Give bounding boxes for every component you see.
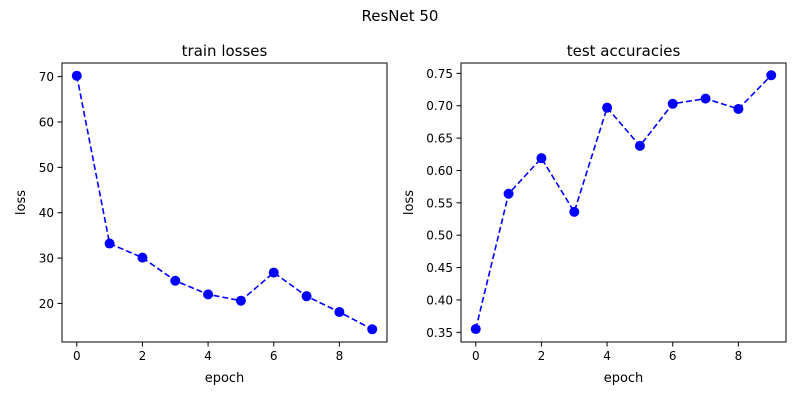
subplot-title: train losses xyxy=(182,42,268,60)
x-tick-label: 6 xyxy=(669,349,677,363)
data-point xyxy=(700,93,711,104)
y-tick-label: 30 xyxy=(39,252,54,266)
y-tick-label: 0.60 xyxy=(426,164,453,178)
y-tick-label: 70 xyxy=(39,70,54,84)
data-point xyxy=(733,103,744,114)
y-tick-label: 0.65 xyxy=(426,132,453,146)
x-tick-label: 6 xyxy=(270,349,278,363)
subplot-title: test accuracies xyxy=(567,42,681,60)
data-point xyxy=(634,140,645,151)
data-point xyxy=(667,98,678,109)
plot-frame xyxy=(61,62,388,343)
y-axis-label: loss xyxy=(14,190,29,215)
y-tick-label: 0.40 xyxy=(426,293,453,307)
x-tick-label: 0 xyxy=(472,349,480,363)
x-tick-label: 2 xyxy=(538,349,546,363)
data-point xyxy=(203,289,214,300)
series-line xyxy=(474,74,772,330)
x-tick-label: 2 xyxy=(139,349,147,363)
subplot-2: 0 2 4 6 8 0.35 0.40 0.45 0.50 0.55 0.60 0.65 0.70 0.7… xyxy=(402,42,787,386)
x-axis-label: epoch xyxy=(604,371,644,386)
data-point xyxy=(367,324,378,335)
data-point xyxy=(104,238,115,249)
y-tick-label: 0.75 xyxy=(426,67,453,81)
data-point xyxy=(301,291,312,302)
figure-title: ResNet 50 xyxy=(362,7,439,25)
y-axis-label: loss xyxy=(402,190,417,215)
data-point xyxy=(602,102,613,113)
y-tick-label: 0.50 xyxy=(426,229,453,243)
data-point xyxy=(137,252,148,263)
y-tick-label: 20 xyxy=(39,297,54,311)
y-tick-label: 0.35 xyxy=(426,326,453,340)
x-tick-label: 0 xyxy=(73,349,81,363)
y-tick-label: 0.45 xyxy=(426,261,453,275)
y-tick-label: 60 xyxy=(39,115,54,129)
data-point xyxy=(470,324,481,335)
y-tick-label: 50 xyxy=(39,161,54,175)
x-tick-label: 8 xyxy=(336,349,344,363)
subplot-1: 0 2 4 6 8 20 30 40 50 60 70 train losses epoch loss xyxy=(14,42,388,386)
data-point xyxy=(268,267,279,278)
data-point xyxy=(536,153,547,164)
x-tick-label: 4 xyxy=(603,349,611,363)
y-tick-label: 0.70 xyxy=(426,99,453,113)
x-tick-label: 4 xyxy=(204,349,212,363)
series-line xyxy=(75,75,373,331)
data-point xyxy=(170,275,181,286)
data-point xyxy=(766,70,777,81)
data-point xyxy=(235,295,246,306)
x-tick-label: 8 xyxy=(735,349,743,363)
y-tick-label: 40 xyxy=(39,206,54,220)
x-axis-label: epoch xyxy=(205,371,245,386)
data-point xyxy=(71,70,82,81)
y-tick-label: 0.55 xyxy=(426,196,453,210)
data-point xyxy=(334,307,345,318)
data-point xyxy=(569,206,580,217)
data-point xyxy=(503,188,514,199)
